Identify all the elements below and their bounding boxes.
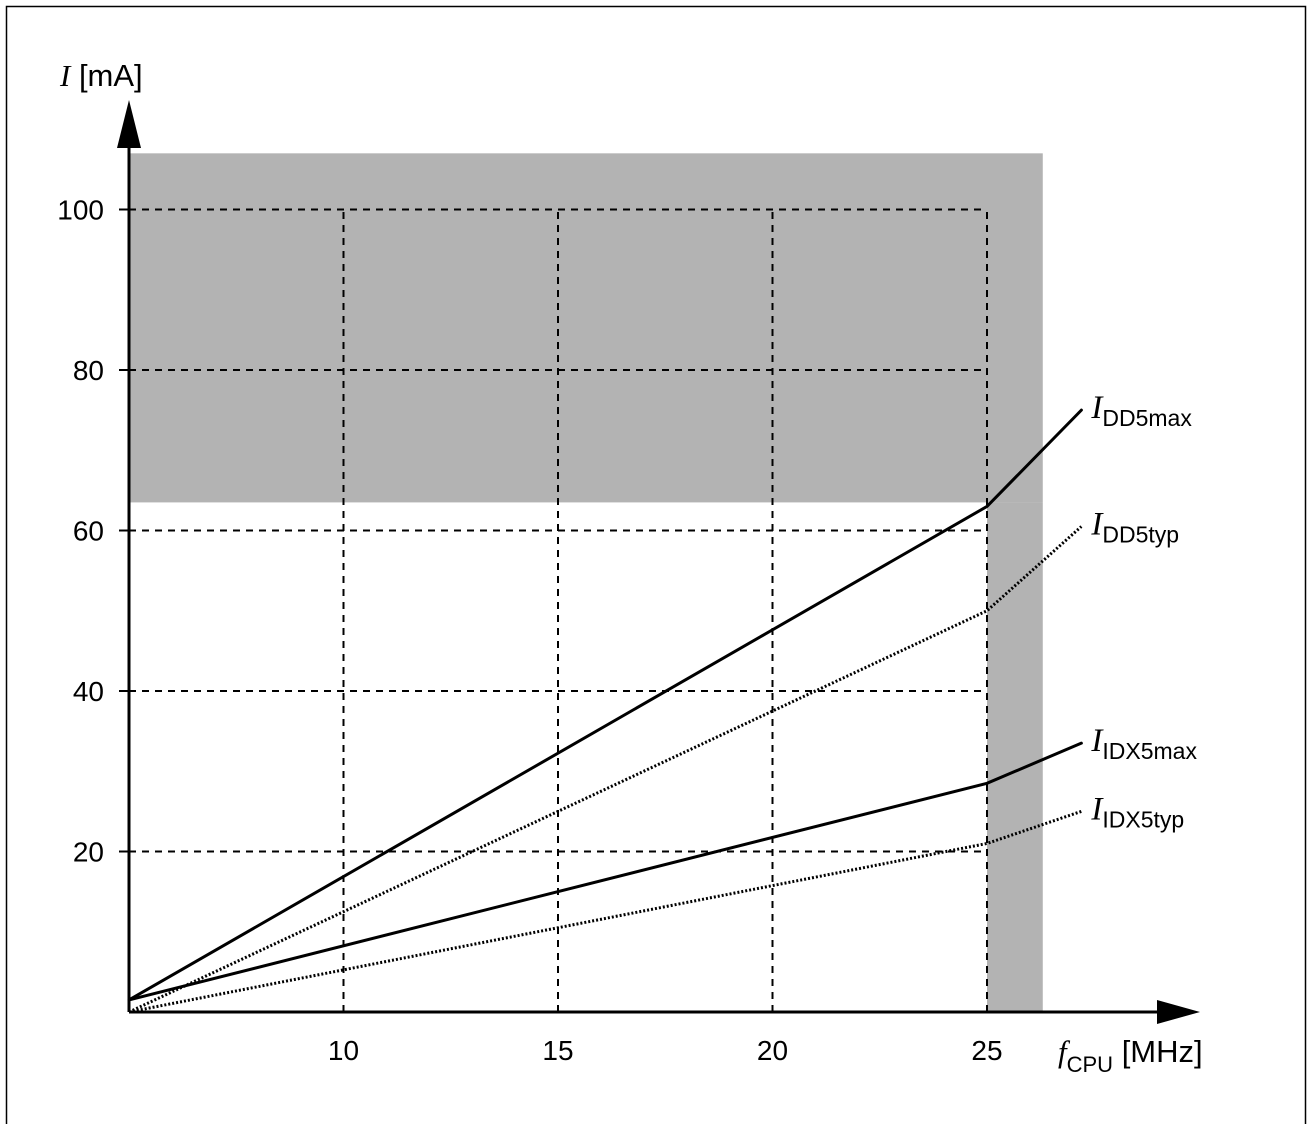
y-axis-title: I [mA] — [59, 58, 143, 93]
y-tick-label: 100 — [57, 195, 104, 226]
series-label-symbol: I — [1090, 390, 1104, 426]
y-axis-symbol: I — [59, 58, 72, 93]
y-axis-unit: [mA] — [70, 58, 142, 93]
series-label: IIDX5typ — [1090, 791, 1184, 832]
x-axis-unit: [MHz] — [1113, 1034, 1203, 1069]
series-line — [128, 809, 1082, 1014]
series-label-subscript: IDX5max — [1102, 738, 1197, 764]
series-line — [127, 408, 1083, 1002]
y-tick-label: 60 — [73, 516, 104, 547]
series-label-subscript: DD5max — [1102, 405, 1192, 431]
grid-lines — [129, 208, 988, 1012]
series-lines — [127, 408, 1083, 1014]
series-label-symbol: I — [1090, 723, 1104, 759]
y-tick-label: 80 — [73, 355, 104, 386]
tick-labels: 20 40 60 80 100 10 15 20 25 — [57, 195, 1002, 1067]
x-tick-label: 25 — [971, 1035, 1002, 1066]
series-label-symbol: I — [1090, 791, 1104, 827]
x-axis-arrow — [1157, 1000, 1200, 1024]
axes — [117, 100, 1200, 1024]
shaded-region — [129, 153, 1043, 1012]
x-tick-label: 10 — [328, 1035, 359, 1066]
series-label: IDD5max — [1090, 390, 1192, 431]
x-tick-label: 20 — [757, 1035, 788, 1066]
series-label-subscript: IDX5typ — [1102, 806, 1184, 832]
series-label-symbol: I — [1090, 506, 1104, 542]
shaded-area-top — [129, 153, 1043, 503]
series-line — [128, 525, 1083, 1014]
y-axis-arrow — [117, 100, 141, 148]
x-axis-subscript: CPU — [1067, 1052, 1113, 1077]
x-tick-label: 15 — [542, 1035, 573, 1066]
series-label: IDD5typ — [1090, 506, 1179, 547]
series-line — [127, 741, 1083, 1002]
figure-frame — [5, 5, 1307, 1124]
y-tick-label: 40 — [73, 676, 104, 707]
y-tick-label: 20 — [73, 837, 104, 868]
series-label-subscript: DD5typ — [1102, 521, 1179, 547]
shaded-area-band — [987, 502, 1043, 1012]
x-axis-title: fCPU [MHz] — [1058, 1034, 1203, 1077]
series-label: IIDX5max — [1090, 723, 1197, 764]
